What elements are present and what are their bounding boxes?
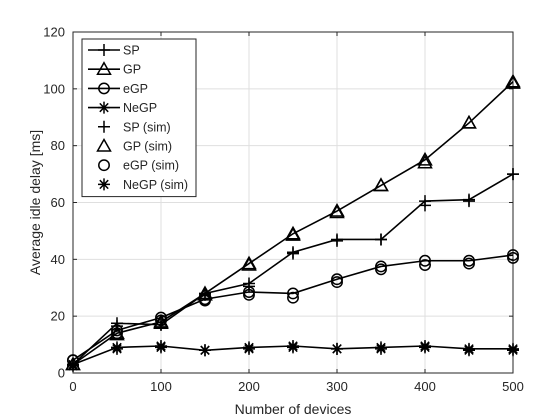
y-tick-label: 20: [51, 309, 65, 324]
data-point: [243, 288, 255, 301]
data-point: [419, 341, 431, 354]
data-point: [199, 344, 211, 357]
x-tick-label: 0: [69, 379, 76, 394]
y-axis-label: Average idle delay [ms]: [27, 130, 43, 275]
series-line: [72, 254, 514, 361]
legend-entry: NeGP (sim): [98, 178, 188, 192]
data-point: [287, 291, 299, 304]
data-point: [111, 327, 123, 340]
grid: [72, 31, 514, 374]
x-tick-label: 200: [238, 379, 260, 394]
legend-marker: [98, 101, 110, 114]
y-tick-label: 120: [43, 25, 65, 40]
legend-marker: [98, 82, 110, 95]
data-point: [507, 251, 519, 264]
legend-label: eGP: [123, 82, 148, 96]
legend-entry: NeGP: [88, 101, 157, 115]
data-point: [155, 314, 167, 327]
legend-label: NeGP (sim): [123, 178, 188, 192]
data-point: [287, 287, 299, 300]
data-point: [419, 199, 431, 212]
y-tick-label: 40: [51, 252, 65, 267]
data-point: [241, 256, 257, 271]
data-point: [419, 254, 431, 267]
legend-marker: [98, 159, 110, 172]
data-point: [507, 168, 519, 181]
series-egp-sim: [67, 251, 519, 367]
legend-entry: SP: [88, 44, 140, 58]
data-point: [287, 341, 299, 354]
x-tick-label: 300: [326, 379, 348, 394]
data-point: [419, 259, 431, 271]
data-point: [197, 286, 213, 301]
x-tick-label: 100: [150, 379, 172, 394]
data-point: [285, 227, 301, 241]
data-point: [331, 234, 343, 247]
series-layer: [65, 73, 521, 372]
y-tick-label: 80: [51, 138, 65, 153]
data-point: [199, 294, 211, 307]
data-point: [507, 344, 519, 357]
data-point: [109, 326, 125, 341]
data-point: [111, 320, 123, 333]
y-tick-label: 100: [43, 81, 65, 96]
data-point: [463, 257, 475, 270]
x-tick-label: 400: [414, 379, 436, 394]
x-axis-label: Number of devices: [235, 401, 352, 417]
legend-entry: eGP: [88, 82, 148, 96]
data-point: [153, 315, 169, 330]
legend-label: NeGP: [123, 101, 157, 115]
data-point: [417, 151, 433, 166]
data-point: [375, 233, 387, 246]
legend-label: GP: [123, 63, 141, 77]
x-tick-label: 500: [502, 379, 524, 394]
data-point: [375, 342, 387, 355]
data-point: [329, 204, 345, 219]
data-point: [331, 342, 343, 355]
legend-entry: eGP (sim): [98, 159, 179, 173]
legend-marker: [98, 120, 110, 133]
data-point: [463, 195, 475, 208]
legend-entry: SP (sim): [98, 120, 171, 134]
data-point: [373, 177, 389, 192]
data-point: [505, 75, 521, 89]
legend-label: eGP (sim): [123, 159, 179, 173]
data-point: [375, 263, 387, 276]
data-point: [155, 341, 167, 354]
axis-ticks: 0 100 200 300 400 500 0 20 40 60 80 100 120: [43, 25, 524, 395]
legend-marker: [98, 178, 110, 191]
legend: SP GP eGP NeGP SP (sim) GP (sim) eGP (sim) NeGP…: [81, 38, 197, 198]
y-tick-label: 60: [51, 195, 65, 210]
legend-marker: [96, 61, 112, 75]
data-point: [287, 247, 299, 260]
data-point: [243, 342, 255, 355]
data-point: [331, 276, 343, 289]
data-point: [417, 154, 433, 169]
y-tick-label: 0: [58, 366, 65, 381]
legend-label: SP (sim): [123, 120, 171, 134]
series-negp-sim: [67, 341, 519, 372]
data-point: [461, 114, 477, 129]
legend-entry: GP (sim): [96, 137, 172, 154]
legend-label: SP: [123, 44, 140, 58]
legend-entry: GP: [88, 61, 141, 77]
legend-label: GP (sim): [123, 140, 172, 154]
legend-marker: [96, 137, 112, 152]
data-point: [111, 342, 123, 355]
legend-marker: [98, 44, 110, 56]
series-line: [72, 81, 514, 366]
data-point: [463, 344, 475, 357]
data-point: [67, 359, 79, 372]
